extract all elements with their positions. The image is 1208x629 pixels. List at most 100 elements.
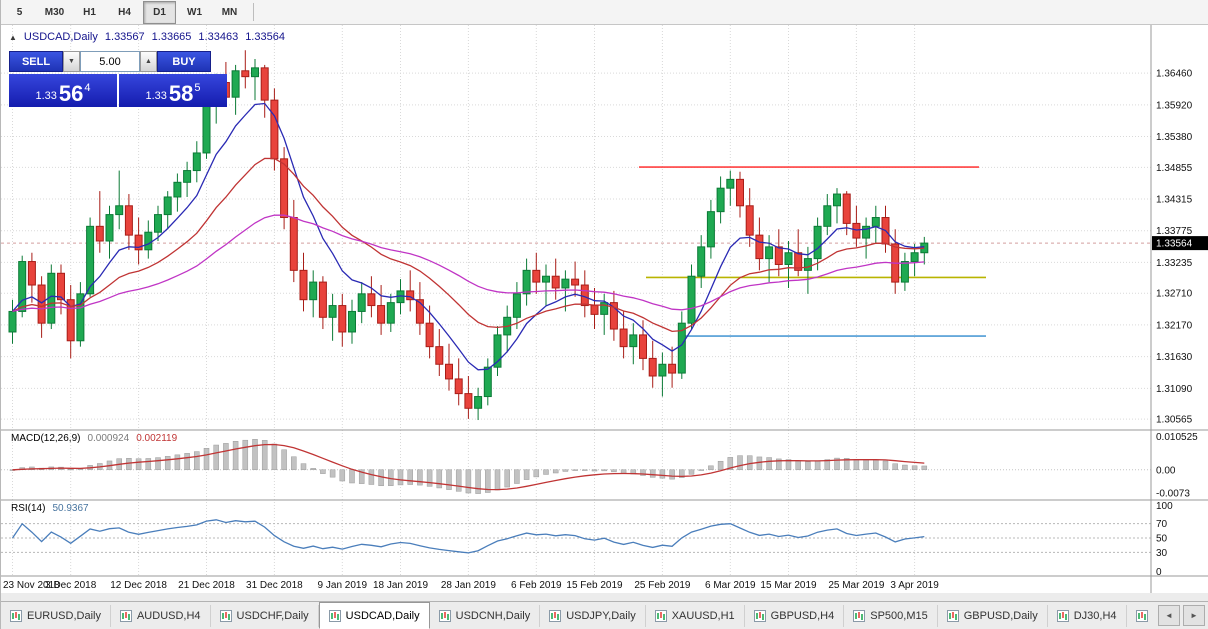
price-chart[interactable]: 1.364601.359201.353801.348551.343151.337… [1,25,1208,601]
chart-icon [438,609,451,622]
candle-body [774,246,783,265]
macd-histogram-bar [911,465,918,471]
price-axis-label: 1.32710 [1156,289,1193,300]
macd-histogram-bar [281,449,287,471]
date-axis-label: 12 Dec 2018 [110,580,167,591]
sell-button[interactable]: SELL [9,51,63,72]
tab-USDCHF-Daily[interactable]: USDCHF,Daily [211,604,319,627]
candle-body [862,225,871,239]
candle-body [561,278,570,289]
candle-body [658,363,667,377]
candle-body [338,305,347,333]
tab-XAUUSD-H1[interactable]: XAUUSD,H1 [646,604,745,627]
macd-axis-label: 0.010525 [1156,432,1198,443]
rsi-line [11,519,925,554]
tab-AUDUSD-H4[interactable]: AUDUSD,H4 [111,604,211,627]
candle-body [18,261,27,312]
timeframe-button-H4[interactable]: H4 [118,6,131,18]
tab-scroll-left-button[interactable]: ◄ [1158,605,1180,626]
buy-button[interactable]: BUY [157,51,211,72]
candle-body [736,178,744,207]
sell-price-display[interactable]: 1.33 56 4 [9,74,117,107]
candle-body [231,70,240,98]
candle-body [27,261,36,286]
trade-controls-row: SELL ▼ ▲ BUY [9,51,229,72]
macd-histogram-bar [203,448,210,471]
macd-histogram-bar [843,458,850,471]
tab-label: DJ30,H4 [1073,609,1117,622]
candle-body [66,299,75,342]
tab-SP500-M15[interactable]: SP500,M15 [844,604,938,627]
date-axis-label: 18 Jan 2019 [373,580,428,591]
moving-average-line [12,214,925,313]
tab-USDJPY-Daily[interactable]: USDJPY,Daily [540,604,646,627]
price-axis-label: 1.33235 [1156,258,1193,269]
tab-GBPUSD-Daily[interactable]: GBPUSD,Daily [938,604,1048,627]
macd-histogram-bar [562,469,569,472]
chart-icon [753,609,766,622]
timeframe-button-H1[interactable]: H1 [83,6,96,18]
timeframe-button-D1[interactable]: D1 [143,0,176,24]
macd-histogram-bar [902,464,908,471]
candle-body [37,284,46,324]
timeframe-button-W1[interactable]: W1 [187,6,202,18]
candle-body [833,193,841,207]
macd-histogram-bar [329,469,336,478]
tab-label: USDCAD,Daily [345,609,420,622]
candle-body [910,252,919,263]
rsi-axis-label: 100 [1156,501,1173,512]
candle-body [571,278,580,286]
candle-body [871,217,880,227]
price-axis-label: 1.30565 [1156,415,1193,426]
candle-body [600,302,609,315]
macd-histogram-bar [814,460,821,471]
macd-histogram-bar [320,469,326,474]
candle-body [8,310,17,333]
tab-label: AUDUSD,H4 [136,609,201,622]
candle-body [241,70,250,78]
chart-icon [328,609,341,622]
price-axis-label: 1.35920 [1156,100,1193,111]
candle-body [580,284,589,307]
lot-dropdown-button[interactable]: ▼ [63,51,80,72]
timeframe-button-MN[interactable]: MN [221,6,238,18]
macd-histogram-bar [242,439,249,471]
candle-body [464,393,473,409]
tab-GBPUSD-H4[interactable]: GBPUSD,H4 [745,604,845,627]
volume-input[interactable] [80,51,140,72]
macd-histogram-bar [873,459,879,471]
chart-tabs: EURUSD,Daily AUDUSD,H4 USDCHF,Daily USDCAD,… [1,602,1208,629]
macd-histogram-bar [135,458,142,471]
timeframe-button-M30[interactable]: M30 [44,6,65,18]
candle-body [76,293,85,342]
rsi-axis-label: 70 [1156,519,1168,530]
tab-label: USDCNH,Daily [455,609,531,622]
candle-body [813,225,822,260]
tab-EURUSD-Daily[interactable]: EURUSD,Daily [1,604,111,627]
buy-price-display[interactable]: 1.33 58 5 [119,74,227,107]
macd-histogram-bar [824,459,831,471]
macd-histogram-bar [261,440,268,471]
tab-USDCAD-Daily[interactable]: USDCAD,Daily [318,602,430,629]
rsi-axis-label: 30 [1156,548,1168,559]
volume-up-button[interactable]: ▲ [140,51,157,72]
candle-body [115,205,124,216]
macd-histogram-bar [805,461,811,471]
tab-USDCNH-Daily[interactable]: USDCNH,Daily [430,604,541,627]
macd-histogram-bar [766,457,772,471]
candle-body [377,305,386,324]
macd-histogram-bar [300,463,307,471]
candle-body [648,357,657,377]
macd-histogram-bar [504,469,510,488]
chart-icon [219,609,232,622]
tab-DJ30-H4[interactable]: DJ30,H4 [1048,604,1127,627]
tab-scroll-right-button[interactable]: ► [1183,605,1205,626]
candle-body [406,290,415,301]
timeframe-button-5[interactable]: 5 [16,6,23,18]
macd-histogram-bar [194,451,200,471]
candle-body [619,328,628,348]
chevron-up-icon: ▲ [145,58,152,65]
candle-body [124,205,133,236]
macd-histogram-bar [572,469,578,471]
candle-body [726,178,735,189]
